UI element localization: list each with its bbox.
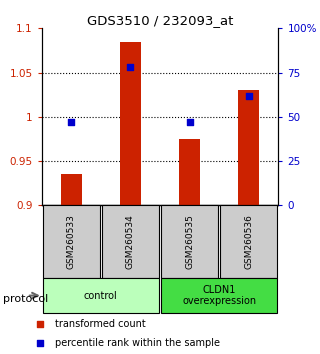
Bar [220, 205, 277, 278]
Bar [161, 205, 218, 278]
Bar [102, 205, 159, 278]
Point [198, 266, 204, 271]
Text: percentile rank within the sample: percentile rank within the sample [55, 338, 220, 348]
Text: transformed count: transformed count [55, 319, 145, 329]
Text: protocol: protocol [3, 294, 48, 304]
Text: GSM260534: GSM260534 [126, 214, 135, 269]
Point [246, 93, 252, 98]
Title: GDS3510 / 232093_at: GDS3510 / 232093_at [87, 14, 233, 27]
Text: GSM260535: GSM260535 [185, 214, 194, 269]
Bar [43, 205, 100, 278]
Bar [238, 90, 259, 205]
Bar [120, 42, 141, 205]
Bar [161, 278, 277, 313]
Point [69, 119, 74, 125]
Bar [61, 174, 82, 205]
Text: CLDN1
overexpression: CLDN1 overexpression [182, 285, 256, 307]
Text: control: control [84, 291, 118, 301]
Text: GSM260533: GSM260533 [67, 214, 76, 269]
Point [128, 64, 133, 70]
Point [198, 88, 204, 94]
Point [187, 119, 192, 125]
Bar [179, 139, 200, 205]
Text: GSM260536: GSM260536 [244, 214, 253, 269]
Bar [43, 278, 159, 313]
